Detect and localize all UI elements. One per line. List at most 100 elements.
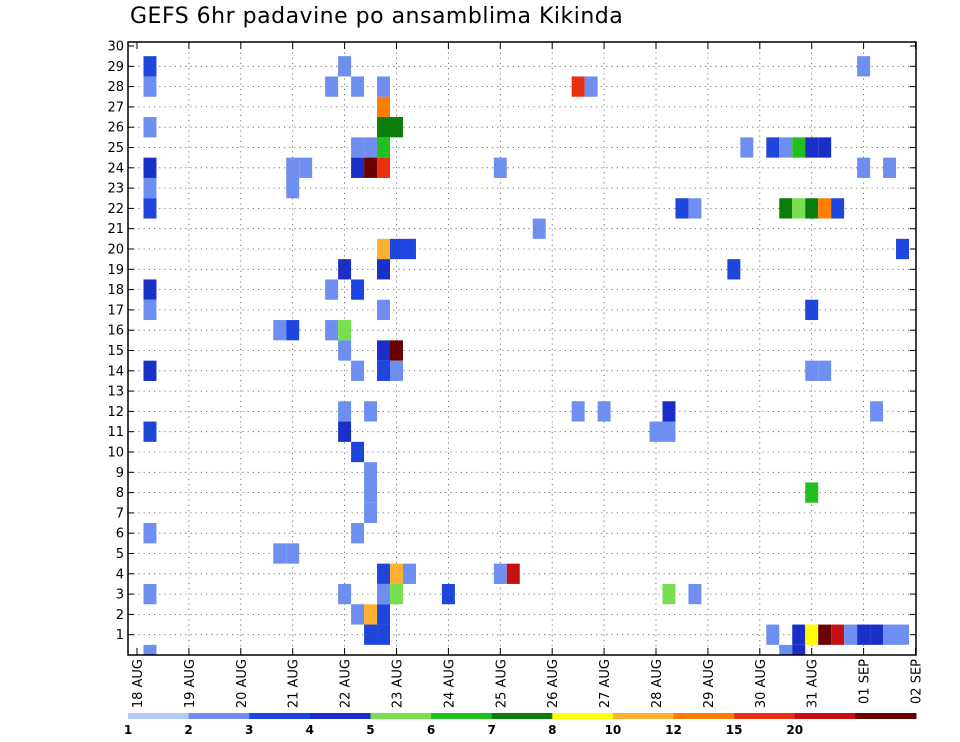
heatmap-cell xyxy=(857,56,871,77)
heatmap-cell xyxy=(571,401,585,422)
axis-ticks: 1234567891011121314151617181920212223242… xyxy=(107,40,924,709)
colorbar-label: 8 xyxy=(548,723,556,737)
y-tick-label: 12 xyxy=(107,405,124,420)
heatmap-cell xyxy=(675,198,689,219)
heatmap-cell xyxy=(402,563,416,584)
colorbar-swatch xyxy=(188,713,250,719)
heatmap-cell xyxy=(364,624,378,645)
heatmap-cell xyxy=(805,198,819,219)
heatmap-cell xyxy=(377,624,391,645)
heatmap-cell xyxy=(740,137,754,158)
colorbar-label: 7 xyxy=(488,723,496,737)
heatmap-cell xyxy=(273,543,287,564)
heatmap-cell xyxy=(857,157,871,178)
heatmap-cell xyxy=(688,583,702,605)
x-tick-label: 29 AUG xyxy=(702,659,717,708)
colorbar-label: 1 xyxy=(124,723,132,737)
heatmap-cell xyxy=(351,360,365,381)
heatmap-cell xyxy=(844,624,858,645)
heatmap-cell xyxy=(818,198,832,219)
heatmap-cell xyxy=(338,340,352,361)
x-tick-label: 01 SEP xyxy=(858,659,873,704)
heatmap-cell xyxy=(779,137,793,158)
y-tick-label: 22 xyxy=(107,202,124,217)
heatmap-cell xyxy=(390,583,403,605)
colorbar-label: 2 xyxy=(184,723,192,737)
x-tick-label: 28 AUG xyxy=(650,659,665,708)
y-tick-label: 18 xyxy=(107,283,124,298)
y-tick-label: 2 xyxy=(116,608,124,623)
y-tick-label: 5 xyxy=(116,547,124,562)
heatmap-cell xyxy=(143,644,157,655)
heatmap-cell xyxy=(338,320,352,341)
heatmap-cell xyxy=(792,624,806,645)
colorbar-label: 3 xyxy=(245,723,253,737)
heatmap-cell xyxy=(364,401,378,422)
heatmap-cell xyxy=(143,157,157,178)
heatmap-cell xyxy=(299,157,313,178)
heatmap-cell xyxy=(143,56,157,77)
heatmap-cell xyxy=(364,137,378,158)
heatmap-cell xyxy=(325,279,339,300)
heatmap-cell xyxy=(766,624,780,645)
y-tick-label: 1 xyxy=(116,628,124,643)
heatmap-cell xyxy=(377,299,391,321)
heatmap-cell xyxy=(143,198,157,219)
heatmap-cell xyxy=(662,421,676,442)
colorbar: 1 2 3 4 5 6 7 8 10 12 15 20 xyxy=(124,713,917,737)
heatmap-cell xyxy=(338,401,352,422)
heatmap-cell xyxy=(532,218,546,239)
heatmap-cell xyxy=(662,401,676,422)
colorbar-swatch xyxy=(128,713,190,719)
heatmap-cell xyxy=(143,421,157,442)
heatmap-cell xyxy=(493,563,507,584)
heatmap-cell xyxy=(286,157,300,178)
heatmap-cell xyxy=(597,401,611,422)
heatmap-cell xyxy=(364,482,378,503)
heatmap-cell xyxy=(338,421,352,442)
x-tick-label: 18 AUG xyxy=(131,659,146,708)
heatmap-cell xyxy=(143,523,157,544)
heatmap-cell xyxy=(896,238,910,260)
heatmap-cell xyxy=(805,360,819,381)
heatmap-cell xyxy=(325,320,339,341)
colorbar-label: 4 xyxy=(306,723,314,737)
heatmap-cell xyxy=(831,624,845,645)
y-tick-label: 17 xyxy=(107,303,124,318)
x-tick-label: 23 AUG xyxy=(391,659,406,708)
heatmap-cell xyxy=(364,604,378,625)
heatmap-cell xyxy=(584,76,598,97)
heatmap-cell xyxy=(351,76,365,97)
heatmap-cell xyxy=(364,502,378,524)
heatmap-cell xyxy=(870,401,884,422)
x-tick-label: 24 AUG xyxy=(442,659,457,708)
heatmap-cell xyxy=(338,583,352,605)
heatmap-cell xyxy=(857,624,871,645)
colorbar-label: 20 xyxy=(786,723,803,737)
heatmap-cell xyxy=(377,563,391,584)
heatmap-cell xyxy=(351,137,365,158)
heatmap-cell xyxy=(286,177,300,199)
heatmap-cell xyxy=(377,157,391,178)
heatmap-cell xyxy=(883,624,897,645)
heatmap-cell xyxy=(377,117,391,138)
heatmap-cell xyxy=(506,563,520,584)
y-tick-label: 27 xyxy=(107,100,124,115)
heatmap-cell xyxy=(390,340,403,361)
x-tick-label: 30 AUG xyxy=(754,659,769,708)
heatmap-cell xyxy=(792,137,806,158)
heatmap-cell xyxy=(143,76,157,97)
heatmap-cell xyxy=(351,604,365,625)
colorbar-label: 6 xyxy=(427,723,435,737)
heatmap-cell xyxy=(805,482,819,503)
heatmap-cell xyxy=(143,279,157,300)
heatmap-cell xyxy=(377,137,391,158)
y-tick-label: 23 xyxy=(107,182,124,197)
grid-lines xyxy=(128,42,916,655)
heatmap-cell xyxy=(377,360,391,381)
heatmap-cell xyxy=(143,117,157,138)
x-tick-label: 02 SEP xyxy=(910,659,925,704)
heatmap-cell xyxy=(351,157,365,178)
heatmap-cell xyxy=(364,157,378,178)
